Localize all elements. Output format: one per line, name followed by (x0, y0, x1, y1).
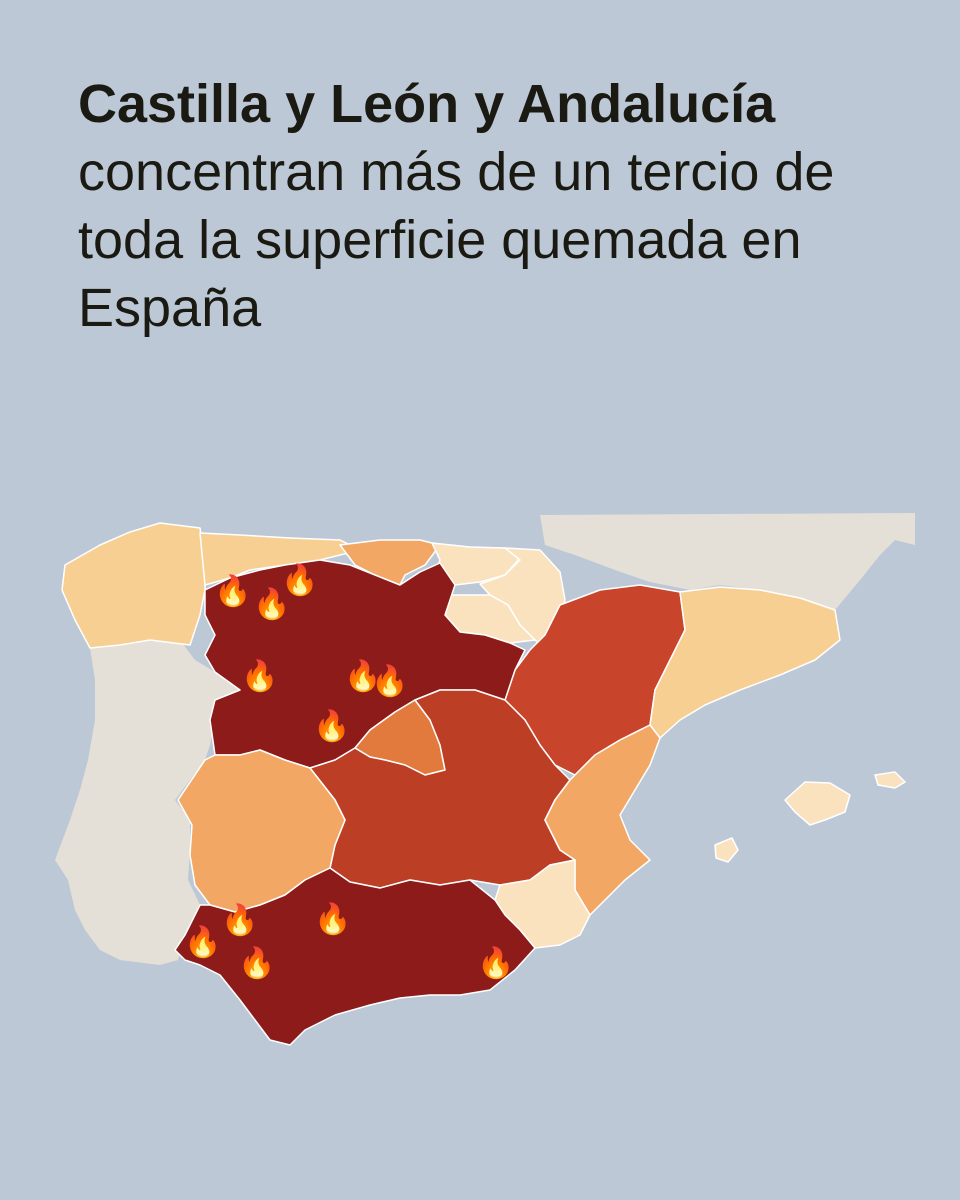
france-land (540, 513, 915, 610)
fire-icon: 🔥 (253, 586, 290, 622)
fire-icon: 🔥 (477, 945, 514, 981)
headline: Castilla y León y Andalucía concentran m… (78, 70, 898, 342)
region-baleares-mallorca (784, 781, 851, 826)
headline-regular: concentran más de un tercio de toda la s… (78, 142, 835, 338)
region-galicia (61, 522, 206, 649)
region-cataluna (649, 586, 841, 739)
fire-markers: 🔥 🔥🔥🔥 🔥🔥🔥🔥 🔥🔥🔥 🔥 (184, 562, 514, 981)
portugal-land (55, 638, 240, 965)
region-cantabria (339, 539, 441, 586)
fire-icon: 🔥 (184, 924, 221, 960)
region-baleares-ibiza (714, 837, 739, 863)
headline-bold: Castilla y León y Andalucía (78, 74, 776, 134)
fire-icon: 🔥 (241, 658, 278, 694)
region-baleares-menorca (874, 771, 906, 789)
fire-icon: 🔥 (238, 945, 275, 981)
fire-icon: 🔥 (214, 573, 251, 609)
region-comunidad-valenciana (544, 724, 661, 916)
fire-icon: 🔥 (344, 658, 381, 694)
fire-icon: 🔥 (371, 663, 408, 699)
fire-icon: 🔥 (221, 902, 258, 938)
fire-icon: 🔥 (281, 562, 318, 598)
fire-icon: 🔥 (314, 901, 351, 937)
region-andalucia (174, 867, 536, 1046)
fire-icon: 🔥 (313, 708, 350, 744)
